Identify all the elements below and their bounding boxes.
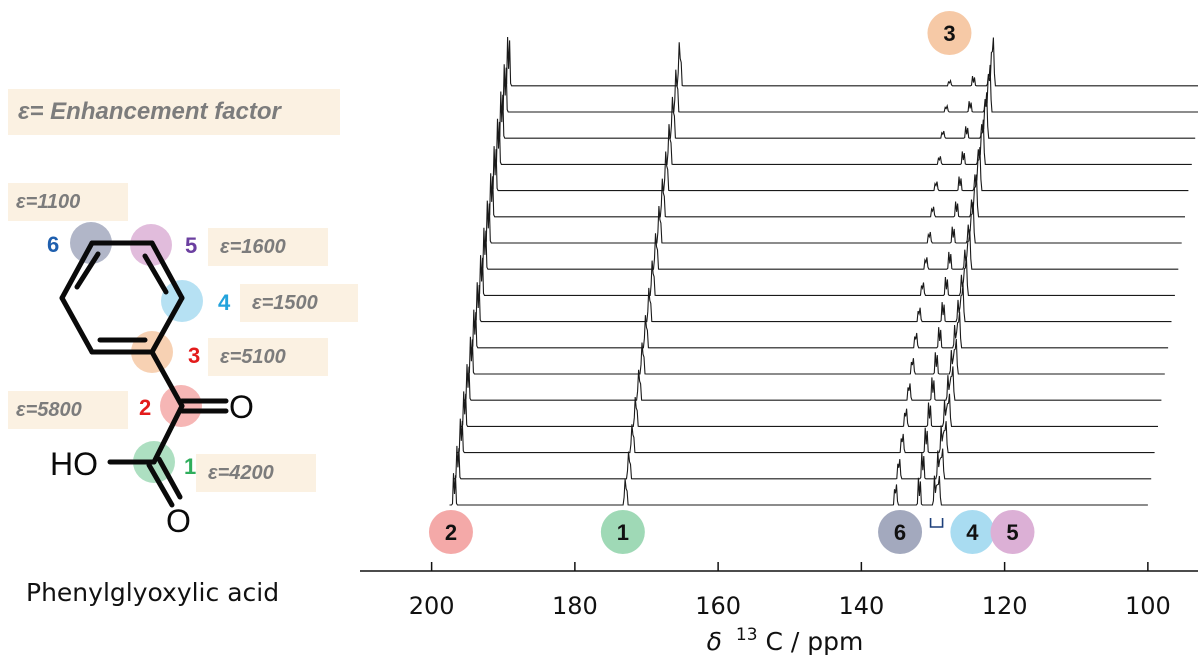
spectrum-trace bbox=[473, 282, 1172, 323]
peak-label-circle-3 bbox=[927, 11, 972, 55]
site-number-6: 6 bbox=[47, 232, 59, 257]
spectrum-trace bbox=[463, 364, 1162, 401]
peak-label-2: 2 bbox=[445, 520, 457, 545]
enhancement-box-3: ε=5100 bbox=[208, 338, 328, 376]
carbon-chain bbox=[107, 349, 229, 508]
peak-label-1: 1 bbox=[617, 520, 629, 545]
x-axis-label-rest: C / ppm bbox=[765, 627, 863, 656]
peak-bracket bbox=[929, 518, 944, 528]
spectrum-trace bbox=[500, 64, 1198, 113]
spectrum-trace bbox=[459, 391, 1158, 427]
spectrum-trace bbox=[452, 445, 1152, 480]
peak-label-circle-2 bbox=[428, 510, 473, 554]
spectrum-trace bbox=[483, 200, 1182, 244]
peak-label-6: 6 bbox=[894, 520, 906, 545]
spectrum-trace bbox=[479, 227, 1179, 270]
peak-label-circle-4 bbox=[950, 510, 995, 554]
spectrum-trace bbox=[449, 473, 1148, 506]
x-axis-label: δ 13 C / ppm bbox=[707, 617, 864, 656]
spectrum-trace bbox=[469, 309, 1169, 349]
spectrum-trace bbox=[490, 146, 1189, 192]
site-number-2: 2 bbox=[139, 395, 151, 420]
benzene-ring bbox=[59, 240, 185, 355]
spectrum-trace bbox=[456, 418, 1155, 454]
site-number-3: 3 bbox=[188, 343, 200, 368]
peak-label-3: 3 bbox=[943, 21, 955, 46]
acid-oxygen-label: O bbox=[166, 503, 191, 539]
spectrum-trace bbox=[503, 36, 1198, 87]
x-tick-label: 140 bbox=[838, 592, 884, 620]
site-number-4: 4 bbox=[218, 290, 231, 315]
molecule-structure: O O HO 6 5 4 3 2 1 bbox=[47, 222, 254, 539]
enhancement-box-2: ε=5800 bbox=[8, 391, 128, 429]
spectrum-trace bbox=[496, 91, 1196, 139]
spectrum-trace bbox=[466, 336, 1165, 375]
legend-box: ε= Enhancement factor bbox=[8, 89, 340, 135]
x-tick-label: 200 bbox=[409, 592, 455, 620]
spectrum-trace bbox=[493, 118, 1192, 165]
peak-label-circle-6 bbox=[878, 510, 923, 554]
enhancement-box-1: ε=4200 bbox=[196, 454, 316, 492]
site-number-5: 5 bbox=[185, 233, 197, 258]
hydroxyl-label: HO bbox=[50, 446, 98, 482]
site-number-1: 1 bbox=[184, 454, 196, 479]
spectrum-trace bbox=[476, 255, 1175, 296]
enhancement-box-6: ε=1100 bbox=[8, 183, 128, 221]
peak-label-circle-1 bbox=[600, 510, 645, 554]
peak-label-4: 4 bbox=[966, 520, 979, 545]
x-tick-label: 100 bbox=[1125, 592, 1171, 620]
enhancement-box-5: ε=1600 bbox=[208, 228, 328, 266]
carbonyl-oxygen-label: O bbox=[229, 389, 254, 425]
spectrum-trace bbox=[486, 173, 1185, 218]
molecule-name: Phenylglyoxylic acid bbox=[26, 578, 280, 607]
x-axis-label-delta: δ bbox=[707, 627, 722, 656]
enhancement-box-4: ε=1500 bbox=[240, 284, 358, 322]
x-tick-label: 180 bbox=[552, 592, 598, 620]
x-tick-label: 160 bbox=[695, 592, 741, 620]
x-axis-label-superscript: 13 bbox=[736, 625, 758, 645]
peak-label-circle-5 bbox=[990, 510, 1035, 554]
peak-label-5: 5 bbox=[1006, 520, 1018, 545]
x-tick-label: 120 bbox=[982, 592, 1028, 620]
